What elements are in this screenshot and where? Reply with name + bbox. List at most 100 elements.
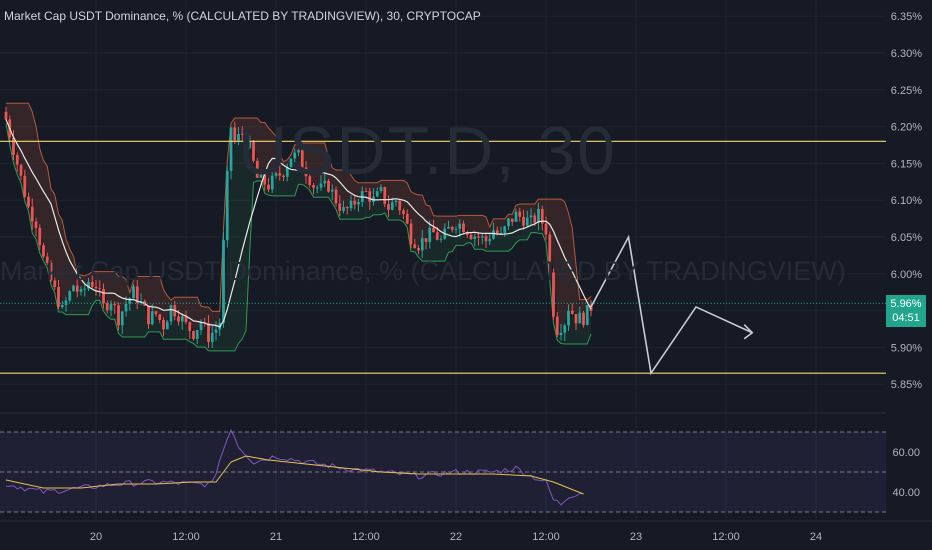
time-axis-label: 24 xyxy=(810,531,822,543)
candle-body xyxy=(567,310,570,326)
candle-body xyxy=(372,196,375,202)
trail-lower-fill xyxy=(6,119,591,351)
candle-body xyxy=(402,210,405,214)
rsi-axis-label: 40.00 xyxy=(892,487,920,499)
candle-body xyxy=(428,227,432,242)
candle-body xyxy=(79,289,83,292)
price-axis-label: 6.30% xyxy=(891,48,922,60)
candle-body xyxy=(199,322,203,331)
candle-body xyxy=(150,311,154,325)
price-axis-label: 6.00% xyxy=(891,269,922,281)
candle-body xyxy=(327,180,330,192)
candle-body xyxy=(417,248,420,251)
time-axis-label: 12:00 xyxy=(532,531,560,543)
candle-body xyxy=(60,304,64,308)
candle-body xyxy=(480,236,484,238)
candle-body xyxy=(383,187,387,204)
candle-body xyxy=(533,215,537,223)
candle-body xyxy=(98,288,102,290)
candle-body xyxy=(87,281,90,289)
candle-body xyxy=(484,236,488,242)
candle-body xyxy=(503,226,507,233)
candle-body xyxy=(30,206,34,222)
candle-body xyxy=(405,213,409,224)
candle-body xyxy=(304,167,308,177)
candle-body xyxy=(105,303,109,311)
price-axis-label: 6.05% xyxy=(891,232,922,244)
candle-body xyxy=(578,312,582,324)
candle-body xyxy=(473,236,477,240)
candle-body xyxy=(570,310,574,314)
candle-body xyxy=(132,286,135,299)
trail-upper-line xyxy=(6,102,592,312)
candle-body xyxy=(353,200,357,205)
candle-body xyxy=(188,322,192,332)
candle-body xyxy=(454,228,458,230)
candle-body xyxy=(435,232,439,240)
candle-body xyxy=(42,245,45,257)
candle-body xyxy=(255,160,259,178)
candle-body xyxy=(488,238,492,242)
candle-body xyxy=(522,216,525,226)
candle-body xyxy=(525,217,529,226)
candle-body xyxy=(323,180,327,184)
candle-body xyxy=(499,232,503,234)
candle-body xyxy=(552,272,555,317)
candle-body xyxy=(507,218,510,227)
candle-body xyxy=(233,127,237,141)
candle-body xyxy=(330,189,334,192)
candle-body xyxy=(267,184,270,190)
candle-body xyxy=(293,152,297,159)
moving-average-line xyxy=(5,119,592,328)
candle-body xyxy=(387,203,390,210)
candle-body xyxy=(117,305,120,326)
candle-body xyxy=(342,206,345,211)
candle-body xyxy=(27,196,30,207)
price-badge-value: 5.96% xyxy=(890,298,922,310)
price-axis-label: 6.20% xyxy=(891,122,922,134)
candle-body xyxy=(462,223,465,233)
candle-body xyxy=(492,230,495,239)
candle-body xyxy=(184,316,188,323)
price-axis-label: 6.25% xyxy=(891,85,922,97)
candle-body xyxy=(409,223,413,245)
candle-body xyxy=(315,187,319,189)
time-axis-label: 20 xyxy=(90,531,102,543)
candle-body xyxy=(357,202,360,205)
candle-body xyxy=(12,137,15,155)
candle-body xyxy=(120,311,124,326)
candle-body xyxy=(585,305,589,326)
price-badge[interactable]: 5.96% 04:51 xyxy=(886,295,926,327)
candle-body xyxy=(469,234,473,240)
candle-body xyxy=(72,285,75,292)
description-watermark: Market Cap USDT Dominance, % (CALCULATED… xyxy=(0,256,846,286)
candle-body xyxy=(147,305,150,325)
candle-body xyxy=(368,191,372,202)
projection-path xyxy=(590,234,753,376)
candle-body xyxy=(270,175,274,190)
candle-body xyxy=(248,141,252,148)
candle-body xyxy=(439,238,443,240)
candle-body xyxy=(555,316,559,336)
candle-body xyxy=(135,286,139,303)
candle-body xyxy=(390,202,394,210)
candle-body xyxy=(19,164,23,176)
candle-body xyxy=(518,211,522,217)
candle-body xyxy=(297,150,300,153)
candle-body xyxy=(259,173,263,178)
price-axis-label: 6.10% xyxy=(891,195,922,207)
candle-body xyxy=(544,223,548,235)
candle-body xyxy=(237,133,240,141)
candle-body xyxy=(240,133,244,135)
time-axis-label: 21 xyxy=(270,531,282,543)
candle-body xyxy=(278,173,282,176)
candle-body xyxy=(68,291,72,301)
candle-body xyxy=(23,175,27,197)
candle-body xyxy=(165,321,169,330)
candle-body xyxy=(210,332,214,342)
candle-body xyxy=(537,208,540,223)
candle-body xyxy=(102,289,105,304)
candle-body xyxy=(4,111,8,120)
candle-body xyxy=(540,208,544,224)
